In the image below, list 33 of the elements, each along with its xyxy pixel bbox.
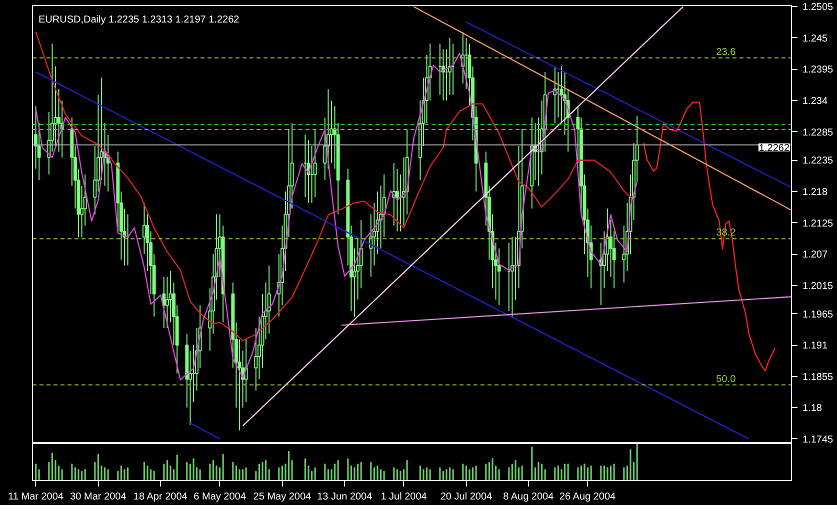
text: EURUSD,Daily 1.2235 1.2313 1.2197 1.2262 xyxy=(38,14,240,26)
y-tick-label: 1.2125 xyxy=(802,218,834,230)
x-tick-label: 11 Mar 2004 xyxy=(8,492,64,502)
y-tick-label: 1.1855 xyxy=(802,372,834,383)
y-tick-label: 1.234 xyxy=(802,96,828,107)
y-tick-label: 1.2505 xyxy=(802,2,834,14)
x-tick-label: 30 Mar 2004 xyxy=(70,492,127,502)
candlestick xyxy=(142,202,146,255)
y-tick-label: 1.18 xyxy=(802,403,822,414)
y-tick-label: 1.191 xyxy=(802,340,828,352)
y-tick-label: 1.2395 xyxy=(802,64,834,76)
y-tick-label: 1.245 xyxy=(802,33,828,44)
x-tick-label: 6 May 2004 xyxy=(194,492,246,502)
annotation: 23.6 xyxy=(716,46,736,58)
x-tick-label: 26 Aug 2004 xyxy=(559,492,616,502)
x-tick-label: 8 Aug 2004 xyxy=(503,492,554,502)
y-tick-label: 1.2235 xyxy=(802,156,834,167)
candlestick xyxy=(395,168,399,232)
annotation: 50.0 xyxy=(716,374,736,385)
y-tick-label: 1.1745 xyxy=(802,434,834,446)
line-series xyxy=(35,31,634,342)
y-tick-label: 1.218 xyxy=(802,187,828,198)
x-tick-label: 20 Jul 2004 xyxy=(440,492,493,502)
x-tick-label: 25 May 2004 xyxy=(253,492,312,502)
x-tick-label: 13 Jun 2004 xyxy=(317,492,373,502)
y-tick-label: 1.2015 xyxy=(802,280,834,292)
y-tick-label: 1.207 xyxy=(802,250,828,261)
x-tick-label: 18 Apr 2004 xyxy=(133,492,188,502)
x-tick-label: 1 Jul 2004 xyxy=(380,492,428,502)
y-tick-label: 1.2285 xyxy=(802,127,834,138)
ref-line-label: 1.2262 xyxy=(758,142,790,154)
y-tick-label: 1.1965 xyxy=(802,309,834,320)
line-series xyxy=(35,52,638,380)
